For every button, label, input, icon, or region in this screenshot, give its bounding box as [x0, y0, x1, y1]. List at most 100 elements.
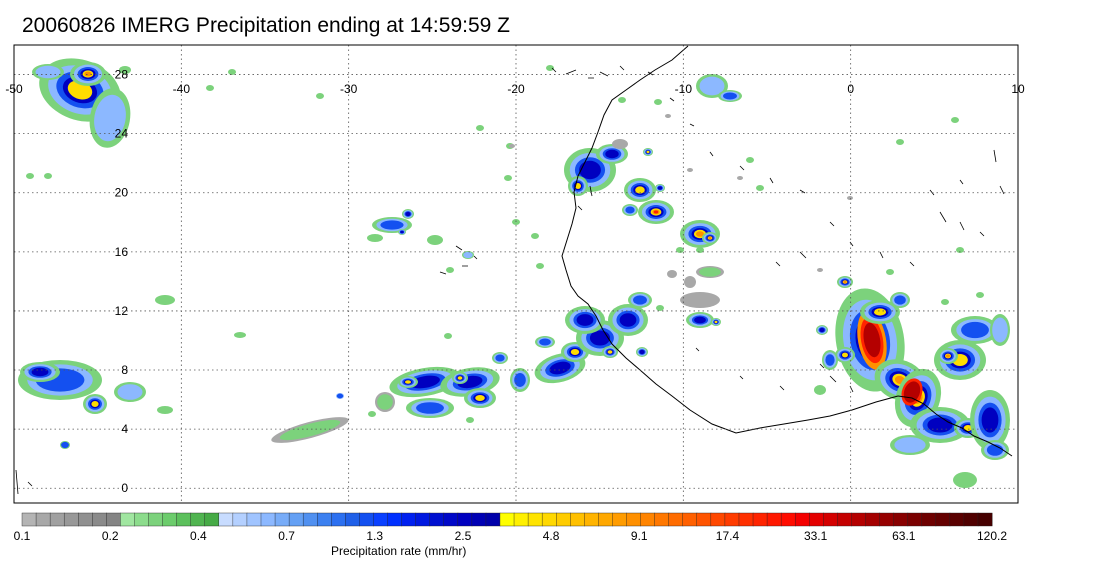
lat-label: 16 [115, 245, 129, 259]
precip-cell [633, 295, 647, 305]
precip-cell [953, 472, 977, 488]
precip-cell [157, 406, 173, 414]
colorbar-swatch [865, 512, 881, 527]
precip-cell [539, 338, 551, 346]
precip-cell [843, 280, 847, 284]
precip-cell [612, 139, 628, 149]
colorbar-swatch [120, 512, 135, 527]
precip-cell [680, 292, 720, 308]
longitude-labels: -50 -40 -30 -20 -10 0 10 [5, 82, 1025, 96]
colorbar-swatch [893, 512, 909, 527]
colorbar-swatch [49, 512, 65, 527]
colorbar-swatch [541, 512, 557, 527]
precip-cell [756, 185, 764, 191]
colorbar-tick: 1.3 [366, 529, 383, 543]
lon-label: -50 [5, 82, 23, 96]
colorbar-swatch [387, 512, 403, 527]
precip-cell [495, 354, 505, 362]
colorbar-swatch [331, 512, 346, 527]
colorbar-swatch [851, 512, 866, 527]
colorbar-swatch [837, 512, 852, 527]
map-title: 20060826 IMERG Precipitation ending at 1… [22, 14, 510, 37]
colorbar-swatch [977, 512, 993, 527]
lon-label: 10 [1011, 82, 1025, 96]
precip-cell [607, 350, 613, 354]
colorbar-tick: 0.2 [102, 529, 119, 543]
precip-cell [699, 76, 725, 96]
precip-cell [746, 157, 754, 163]
lat-label: 20 [115, 186, 129, 200]
lat-label: 12 [115, 304, 129, 318]
colorbar-swatch [21, 512, 37, 527]
colorbar-swatch [499, 512, 515, 527]
precip-cell [874, 308, 886, 316]
precip-cell [654, 99, 662, 105]
precip-cell [625, 206, 635, 214]
colorbar-tick-labels: 0.1 0.2 0.4 0.7 1.3 2.5 4.8 9.1 17.4 33.1 63.1 120.… [14, 529, 1008, 543]
precip-cell [377, 394, 393, 410]
precip-cell [694, 316, 706, 324]
precip-cell [514, 373, 526, 387]
colorbar-swatch [415, 512, 431, 527]
colorbar-swatch [668, 512, 684, 527]
precip-cell [504, 175, 512, 181]
precip-cell [446, 267, 454, 273]
precip-cell [981, 407, 999, 433]
colorbar-swatch [570, 512, 585, 527]
colorbar-swatch [471, 512, 487, 527]
colorbar-swatch [584, 512, 599, 527]
coastline [15, 45, 1013, 495]
precip-cell [961, 321, 989, 339]
colorbar-tick: 0.4 [190, 529, 207, 543]
precip-cell [927, 417, 953, 433]
colorbar-tick: 0.7 [278, 529, 295, 543]
colorbar-swatch [766, 512, 782, 527]
colorbar-swatch [626, 512, 642, 527]
precip-cell [475, 395, 485, 401]
lon-label: -10 [675, 82, 693, 96]
precip-cell [444, 333, 452, 339]
precip-cell [653, 210, 659, 214]
colorbar-swatch [710, 512, 726, 527]
colorbar-swatch [527, 512, 543, 527]
colorbar [21, 512, 993, 527]
colorbar-swatch [598, 512, 613, 527]
niger-delta-coast [897, 395, 1013, 457]
latitude-labels: 28 24 20 16 12 8 4 0 [115, 68, 129, 496]
colorbar-swatch [921, 512, 937, 527]
precip-cell [817, 268, 823, 272]
precip-cell [992, 317, 1008, 343]
precip-cell [405, 380, 411, 384]
precip-cell [605, 149, 619, 159]
colorbar-tick: 9.1 [631, 529, 648, 543]
map-frame [13, 44, 1019, 504]
lon-label: -40 [173, 82, 191, 96]
colorbar-swatch [963, 512, 979, 527]
colorbar-tick: 63.1 [892, 529, 916, 543]
precip-cell [737, 176, 743, 180]
colorbar-swatch [752, 512, 768, 527]
precip-cell [589, 330, 611, 346]
lat-label: 8 [121, 363, 128, 377]
colorbar-swatch [302, 512, 318, 527]
colorbar-swatch [274, 512, 290, 527]
precip-cell [234, 332, 246, 338]
precip-cell [819, 327, 825, 333]
lat-label: 24 [115, 127, 129, 141]
precip-cell [531, 233, 539, 239]
precip-cell [619, 313, 637, 327]
colorbar-swatch [879, 512, 895, 527]
colorbar-tick: 0.1 [14, 529, 31, 543]
precip-cell [368, 411, 376, 417]
colorbar-tick: 120.2 [977, 529, 1007, 543]
lon-label: -20 [507, 82, 525, 96]
west-africa-coast [561, 45, 899, 434]
colorbar-swatch [809, 512, 824, 527]
precip-cell [61, 441, 69, 449]
lon-label: 0 [847, 82, 854, 96]
precip-cell [155, 295, 175, 305]
precip-cell [656, 305, 664, 311]
precip-cell [549, 361, 571, 375]
precip-cell [509, 144, 515, 148]
